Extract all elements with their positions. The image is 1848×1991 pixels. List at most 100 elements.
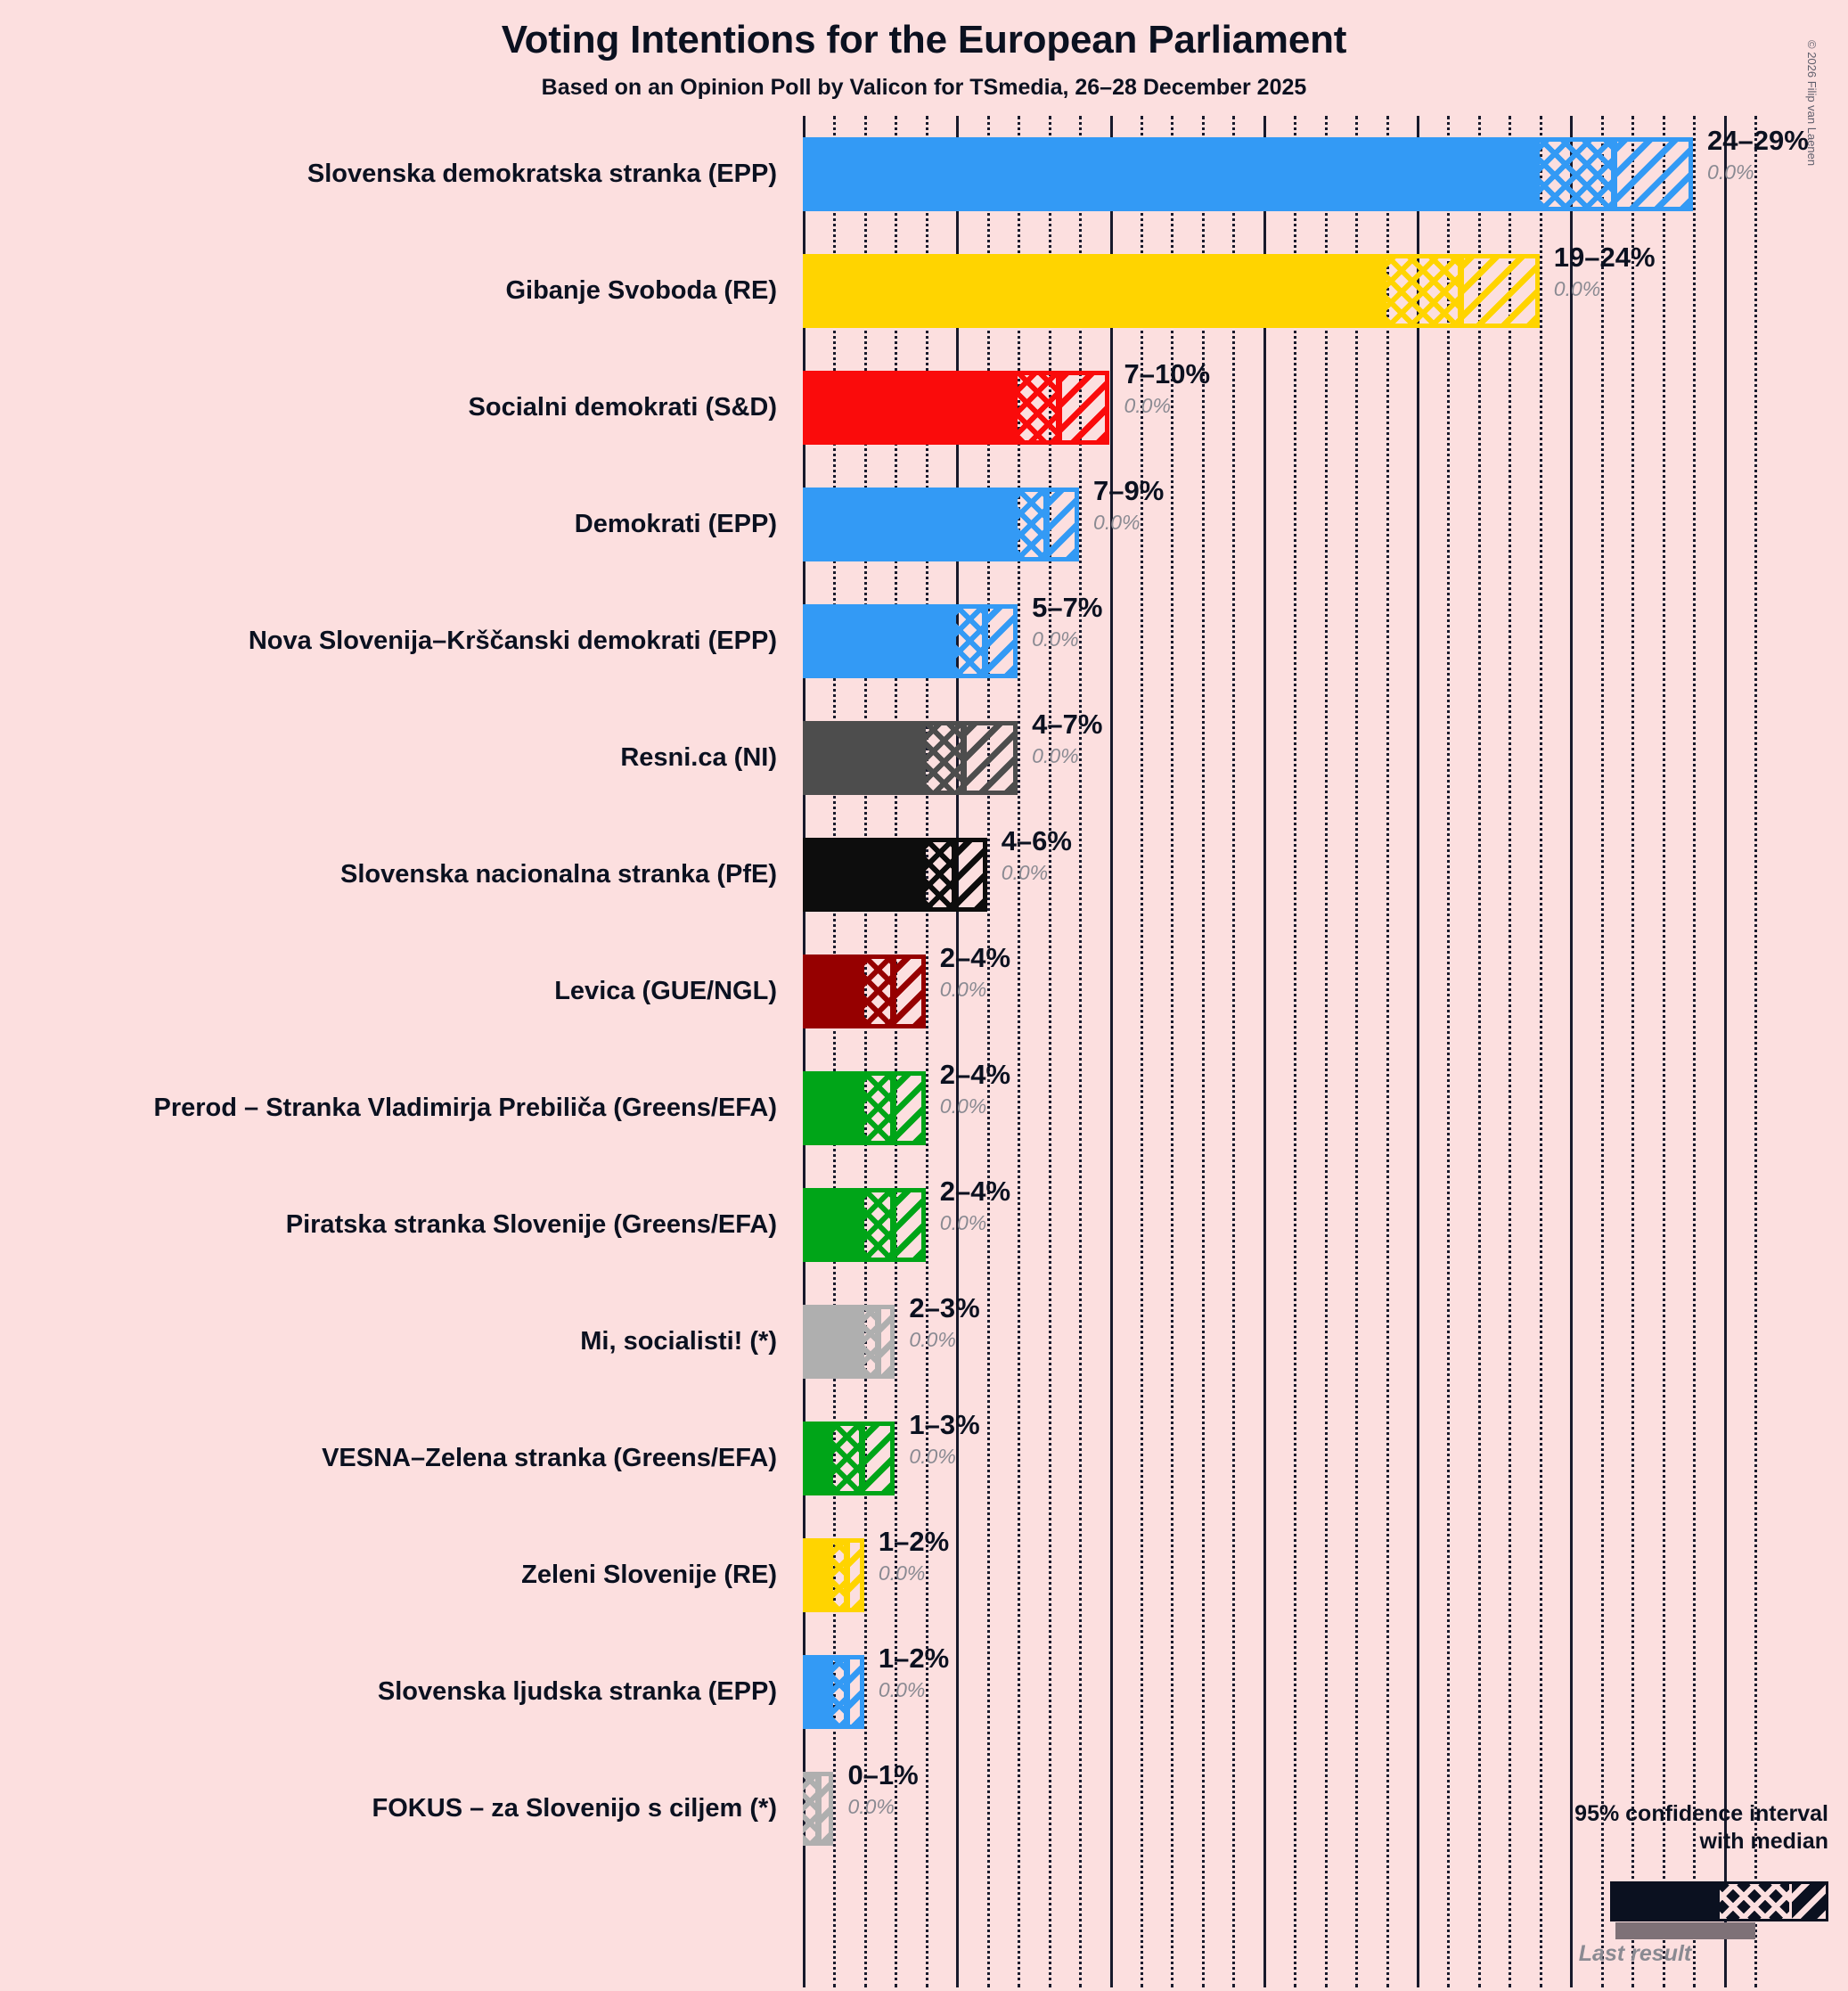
bar-crosshatch-segment	[1018, 488, 1046, 561]
party-label: Nova Slovenija–Krščanski demokrati (EPP)	[248, 627, 777, 655]
last-result-label: 0.0%	[909, 1445, 956, 1468]
bar-solid-segment	[803, 1422, 834, 1495]
confidence-range-label: 24–29%	[1707, 125, 1809, 156]
confidence-range-label: 19–24%	[1553, 242, 1656, 273]
gridline-minor	[1018, 116, 1021, 1987]
bar-solid-segment	[803, 488, 1018, 561]
legend-ci-bar	[1610, 1881, 1828, 1921]
value-labels: 2–4% 0.0%	[940, 1057, 1010, 1119]
gridline-major	[1723, 116, 1727, 1987]
gridline-major	[1570, 116, 1574, 1987]
party-label: Slovenska ljudska stranka (EPP)	[377, 1677, 777, 1706]
party-label: Mi, socialisti! (*)	[580, 1327, 777, 1356]
gridline-minor	[1539, 116, 1542, 1987]
bar-crosshatch-segment	[925, 838, 953, 912]
bar-crosshatch-segment	[956, 604, 985, 678]
value-labels: 1–2% 0.0%	[879, 1524, 949, 1586]
bar-row: Slovenska ljudska stranka (EPP) 1–2% 0.0%	[0, 1634, 1848, 1750]
bar-row: Piratska stranka Slovenije (Greens/EFA) 2…	[0, 1167, 1848, 1283]
bar-diagonal-segment	[891, 1188, 926, 1262]
median-marker	[1611, 137, 1616, 211]
value-labels: 7–9% 0.0%	[1093, 473, 1164, 536]
gridline-minor	[1693, 116, 1697, 1987]
confidence-range-label: 1–3%	[909, 1409, 980, 1440]
party-label: Demokrati (EPP)	[574, 510, 777, 538]
party-label: VESNA–Zelena stranka (Greens/EFA)	[322, 1444, 777, 1472]
last-result-label: 0.0%	[847, 1795, 895, 1818]
median-marker	[951, 838, 956, 912]
party-label: Resni.ca (NI)	[620, 743, 777, 772]
legend-diagonal-segment	[1789, 1884, 1826, 1919]
party-label: FOKUS – za Slovenijo s ciljem (*)	[372, 1794, 777, 1823]
confidence-interval-bar	[803, 1305, 895, 1379]
gridline-minor	[1201, 116, 1205, 1987]
bar-crosshatch-segment	[925, 721, 963, 795]
gridline-minor	[1294, 116, 1297, 1987]
gridline-minor	[833, 116, 837, 1987]
value-labels: 4–7% 0.0%	[1032, 707, 1102, 769]
gridline-minor	[1509, 116, 1512, 1987]
bar-row: Slovenska nacionalna stranka (PfE) 4–6% 0.…	[0, 816, 1848, 933]
gridline-major	[1417, 116, 1419, 1987]
party-label: Gibanje Svoboda (RE)	[505, 276, 777, 305]
gridline-minor	[1079, 116, 1083, 1987]
confidence-range-label: 0–1%	[847, 1759, 919, 1790]
confidence-interval-bar	[803, 254, 1540, 328]
last-result-label: 0.0%	[1553, 277, 1601, 300]
last-result-label: 0.0%	[909, 1328, 956, 1351]
bar-solid-segment	[803, 1538, 834, 1612]
bar-row: Levica (GUE/NGL) 2–4% 0.0%	[0, 933, 1848, 1050]
last-result-label: 0.0%	[1001, 861, 1049, 884]
confidence-interval-bar	[803, 1538, 864, 1612]
gridline-minor	[1232, 116, 1236, 1987]
confidence-range-label: 5–7%	[1032, 592, 1103, 623]
bar-crosshatch-segment	[833, 1538, 846, 1612]
value-labels: 1–3% 0.0%	[909, 1407, 979, 1470]
bar-diagonal-segment	[1057, 371, 1110, 445]
median-marker	[844, 1538, 849, 1612]
chart-subtitle: Based on an Opinion Poll by Valicon for …	[541, 75, 1307, 100]
confidence-interval-bar	[803, 1422, 895, 1495]
confidence-interval-bar	[803, 721, 1018, 795]
median-marker	[889, 955, 895, 1028]
gridline-minor	[1662, 116, 1665, 1987]
value-labels: 24–29% 0.0%	[1707, 123, 1809, 185]
bar-solid-segment	[803, 1188, 864, 1262]
confidence-interval-bar	[803, 604, 1018, 678]
last-result-label: 0.0%	[1032, 744, 1079, 767]
confidence-interval-bar	[803, 488, 1080, 561]
bar-row: Slovenska demokratska stranka (EPP) 24–29…	[0, 116, 1848, 233]
bar-row: Mi, socialisti! (*) 2–3% 0.0%	[0, 1283, 1848, 1400]
confidence-range-label: 2–4%	[939, 942, 1011, 973]
bar-row: VESNA–Zelena stranka (Greens/EFA) 1–3% 0.0…	[0, 1400, 1848, 1517]
bar-solid-segment	[803, 1655, 834, 1729]
median-marker	[889, 1188, 895, 1262]
gridline-minor	[1140, 116, 1143, 1987]
median-marker	[1458, 254, 1463, 328]
bar-diagonal-segment	[846, 1538, 864, 1612]
confidence-interval-bar	[803, 371, 1110, 445]
median-marker	[844, 1655, 849, 1729]
bar-solid-segment	[803, 137, 1540, 211]
bar-solid-segment	[803, 838, 926, 912]
confidence-range-label: 2–4%	[939, 1176, 1011, 1207]
gridline-major	[1263, 116, 1266, 1987]
bar-solid-segment	[803, 604, 957, 678]
gridline-major	[1109, 116, 1113, 1987]
gridline-minor	[1386, 116, 1389, 1987]
legend-crosshatch-segment	[1720, 1884, 1789, 1919]
confidence-interval-bar	[803, 1772, 834, 1846]
gridline-minor	[863, 116, 867, 1987]
last-result-label: 0.0%	[1032, 627, 1079, 651]
bar-row: Resni.ca (NI) 4–7% 0.0%	[0, 700, 1848, 816]
confidence-interval-bar	[803, 137, 1694, 211]
confidence-range-label: 1–2%	[878, 1643, 950, 1674]
median-marker	[982, 604, 987, 678]
gridline-minor	[1324, 116, 1328, 1987]
bar-diagonal-segment	[953, 838, 987, 912]
confidence-interval-bar	[803, 1655, 864, 1729]
bar-row: Prerod – Stranka Vladimirja Prebiliča (G…	[0, 1050, 1848, 1167]
last-result-label: 0.0%	[878, 1561, 926, 1585]
value-labels: 5–7% 0.0%	[1032, 590, 1102, 652]
